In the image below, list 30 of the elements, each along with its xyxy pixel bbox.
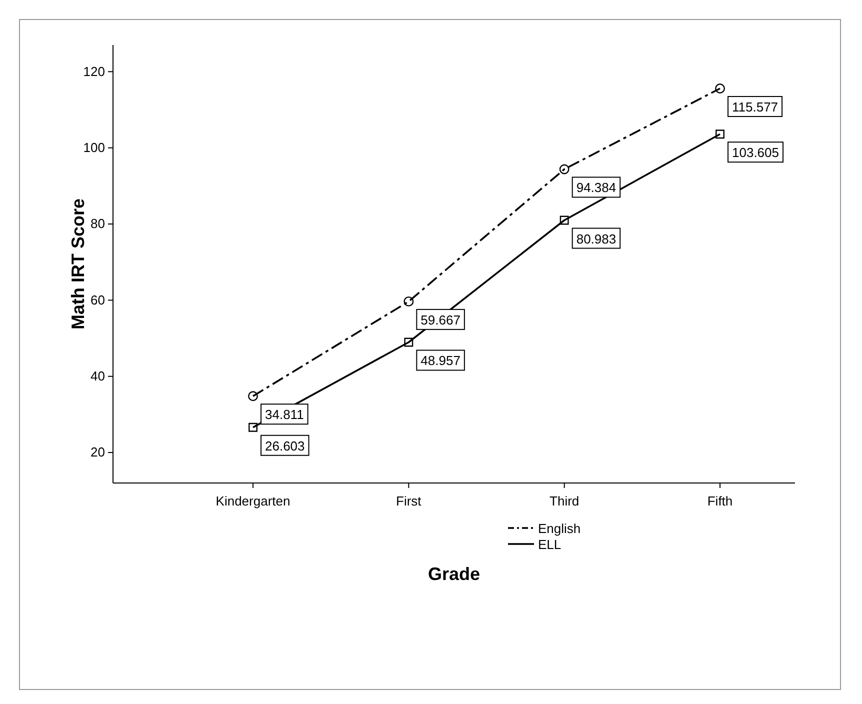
point bbox=[248, 391, 258, 402]
data-label: 80.983 bbox=[576, 231, 616, 246]
data-label: 94.384 bbox=[576, 180, 616, 196]
x-tick-label: Fifth bbox=[707, 493, 733, 508]
point bbox=[404, 338, 414, 347]
y-axis-title: Math IRT Score bbox=[68, 198, 88, 330]
point bbox=[248, 422, 258, 432]
point bbox=[404, 296, 414, 306]
y-tick-label: 120 bbox=[83, 64, 105, 79]
data-label: 48.957 bbox=[420, 353, 460, 368]
x-axis-title: Grade bbox=[428, 564, 480, 584]
point bbox=[560, 216, 569, 225]
data-label: 26.603 bbox=[265, 438, 305, 454]
y-tick-label: 100 bbox=[83, 140, 105, 155]
point bbox=[559, 164, 570, 174]
y-tick-label: 60 bbox=[90, 292, 105, 308]
point bbox=[715, 84, 725, 94]
data-label: 103.605 bbox=[732, 145, 779, 160]
data-label: 34.811 bbox=[265, 407, 304, 422]
y-tick-label: 20 bbox=[90, 444, 105, 460]
legend-label: English bbox=[538, 521, 581, 536]
y-tick-label: 80 bbox=[90, 216, 105, 232]
data-label: 59.667 bbox=[420, 312, 460, 328]
x-tick-label: Kindergarten bbox=[216, 493, 290, 508]
x-tick-label: First bbox=[396, 493, 422, 508]
x-tick-label: Third bbox=[550, 493, 580, 508]
legend-label: ELL bbox=[538, 537, 562, 552]
y-tick-label: 40 bbox=[90, 368, 105, 384]
point bbox=[716, 130, 724, 139]
data-label: 115.577 bbox=[732, 100, 778, 115]
